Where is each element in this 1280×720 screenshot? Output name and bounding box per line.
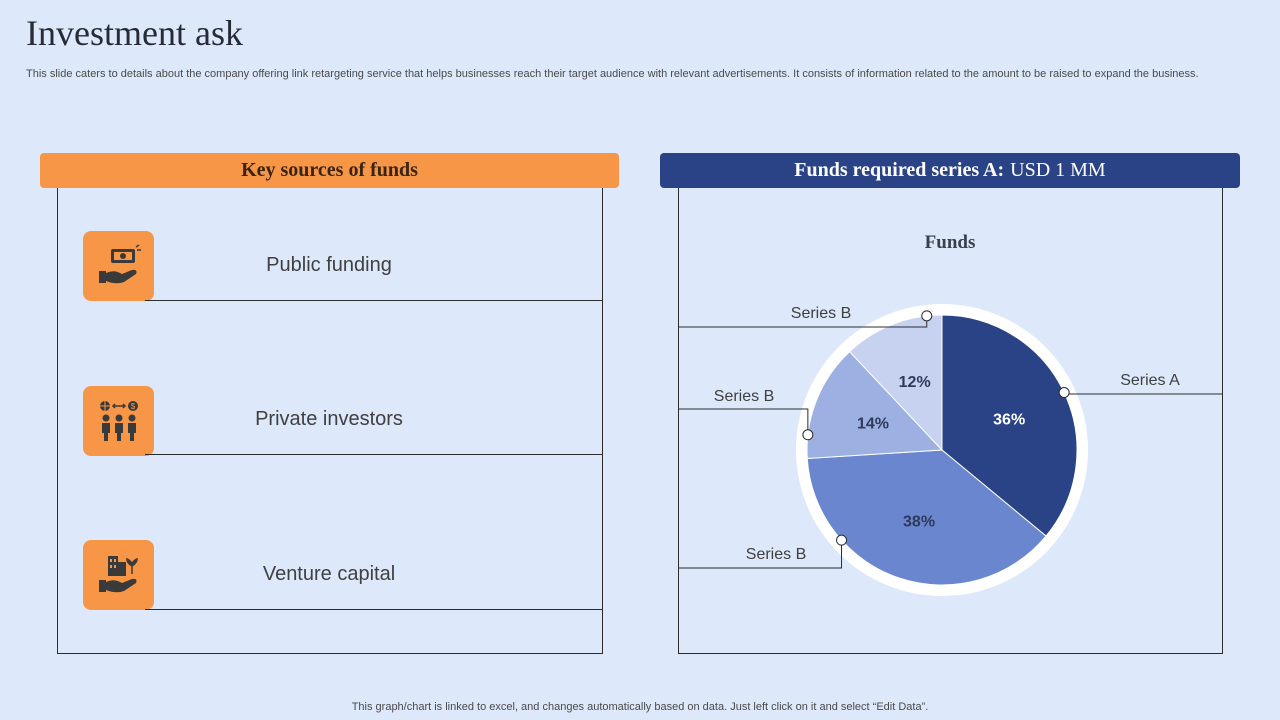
funds-required-header: Funds required series A: USD 1 MM bbox=[660, 153, 1240, 188]
footer-note: This graph/chart is linked to excel, and… bbox=[351, 701, 929, 713]
private-investors-icon-tile: $ bbox=[83, 386, 154, 456]
public-funding-label: Public funding bbox=[266, 254, 392, 276]
page-title: Investment ask bbox=[26, 13, 243, 53]
venture-capital-divider bbox=[145, 609, 603, 610]
cash-in-hand-icon bbox=[98, 244, 141, 284]
funds-sources-panel bbox=[57, 187, 603, 654]
chart-title: Funds bbox=[924, 232, 976, 253]
page-subtitle: This slide caters to details about the c… bbox=[26, 68, 1199, 80]
investors-exchange-icon: $ bbox=[99, 401, 138, 441]
public-funding-icon-tile bbox=[83, 231, 154, 301]
svg-text:$: $ bbox=[130, 402, 135, 411]
funds-required-label: Funds required series A: bbox=[794, 159, 1005, 181]
buildings-in-hand-icon bbox=[98, 556, 138, 593]
venture-capital-icon-tile bbox=[83, 540, 154, 610]
funds-required-value: USD 1 MM bbox=[1010, 159, 1106, 181]
venture-capital-label: Venture capital bbox=[262, 563, 396, 585]
funds-sources-header: Key sources of funds bbox=[40, 153, 619, 188]
private-investors-divider bbox=[145, 454, 603, 455]
public-funding-divider bbox=[145, 300, 603, 301]
funds-required-panel bbox=[678, 187, 1223, 654]
private-investors-label: Private investors bbox=[255, 408, 403, 430]
